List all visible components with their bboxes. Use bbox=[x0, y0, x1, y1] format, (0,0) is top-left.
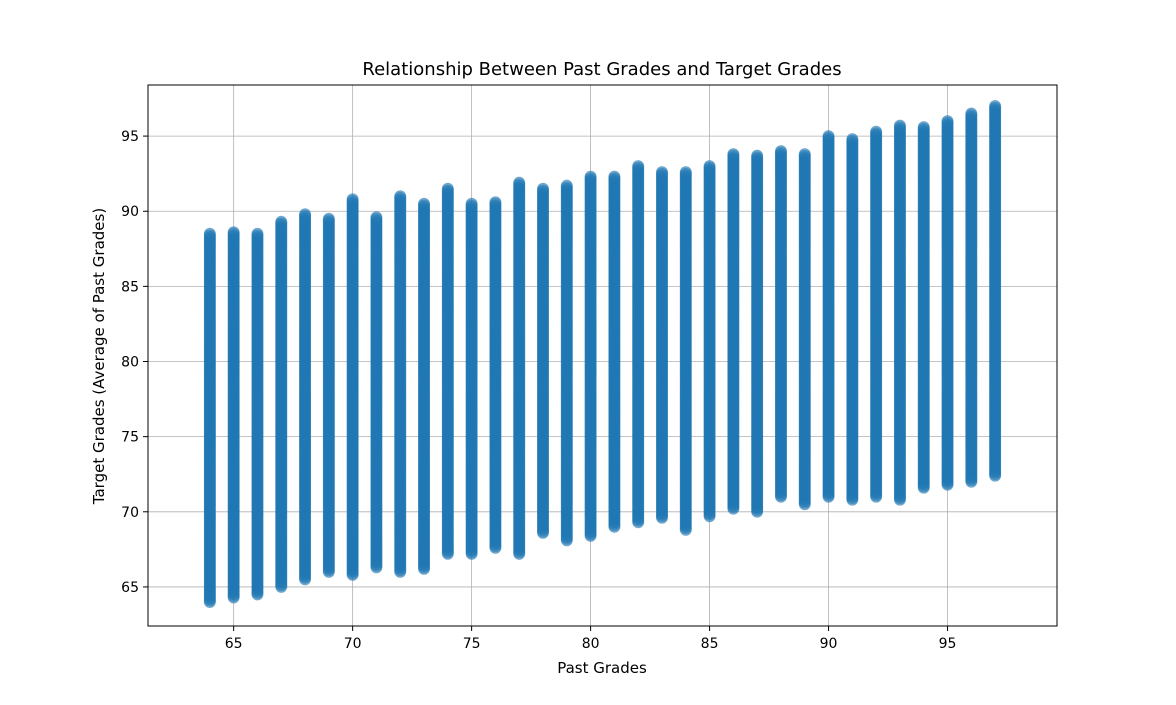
data-point bbox=[560, 179, 573, 192]
data-point bbox=[655, 166, 668, 179]
data-point bbox=[203, 227, 216, 240]
data-point bbox=[251, 227, 264, 240]
data-point bbox=[632, 160, 645, 173]
data-point bbox=[489, 196, 502, 209]
data-point bbox=[322, 212, 335, 225]
data-point bbox=[537, 182, 550, 195]
data-point bbox=[346, 193, 359, 206]
data-point bbox=[227, 226, 240, 239]
data-points bbox=[203, 100, 1002, 608]
data-point bbox=[299, 208, 312, 221]
data-point bbox=[584, 170, 597, 183]
data-point bbox=[275, 215, 288, 228]
data-point bbox=[370, 211, 383, 224]
data-point bbox=[608, 170, 621, 183]
data-point bbox=[513, 176, 526, 189]
data-point bbox=[465, 197, 478, 210]
data-point bbox=[394, 190, 407, 203]
data-point bbox=[441, 182, 454, 195]
data-point bbox=[418, 197, 431, 210]
